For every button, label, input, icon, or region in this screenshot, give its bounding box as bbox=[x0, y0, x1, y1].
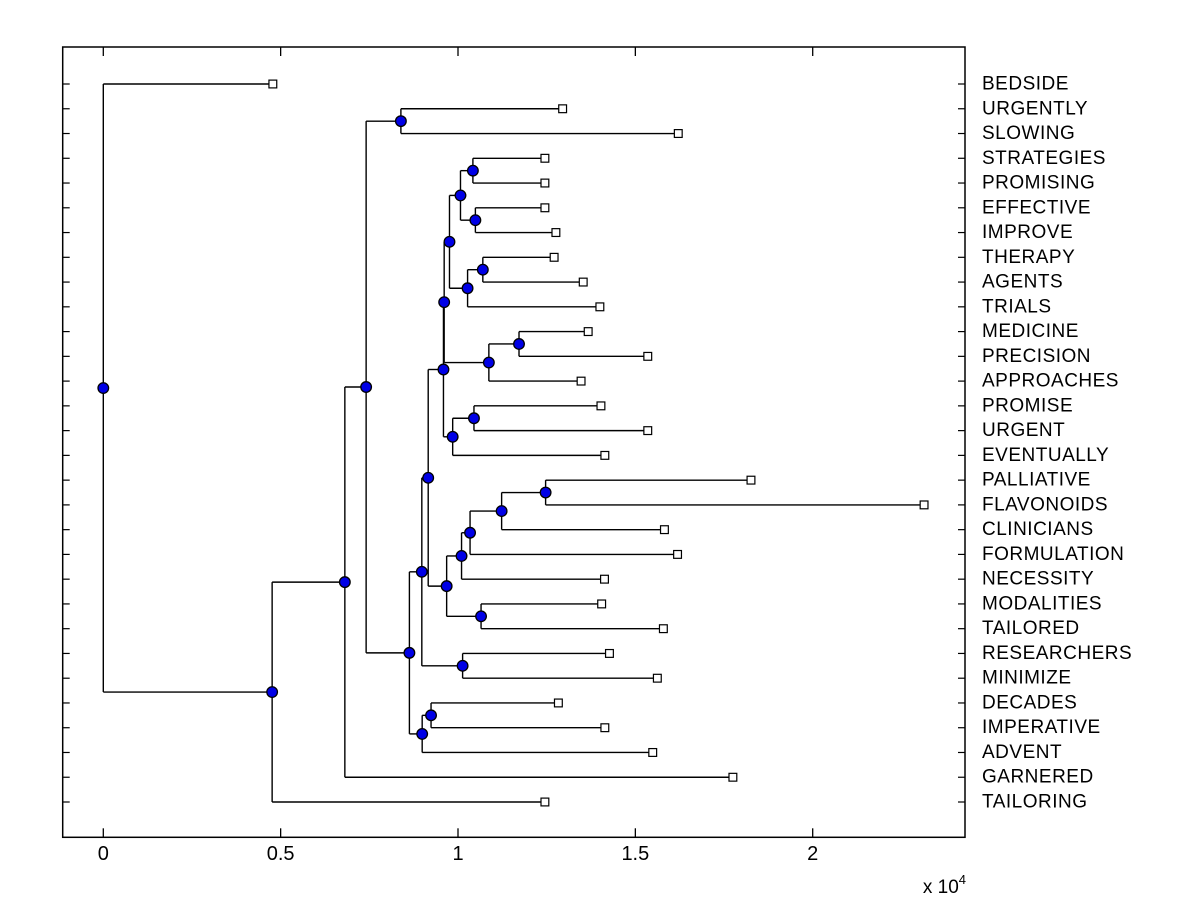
internal-node-marker bbox=[415, 565, 428, 578]
leaf-label: STRATEGIES bbox=[982, 148, 1106, 169]
internal-node-marker bbox=[476, 263, 489, 276]
internal-node-marker bbox=[440, 580, 453, 593]
internal-node-marker bbox=[456, 659, 469, 672]
leaf-marker bbox=[576, 376, 586, 386]
internal-node-marker bbox=[403, 646, 416, 659]
leaf-marker bbox=[578, 277, 588, 287]
leaf-marker bbox=[600, 723, 610, 733]
leaf-label: TAILORED bbox=[982, 618, 1080, 639]
internal-node-marker bbox=[394, 115, 407, 128]
leaf-label: GARNERED bbox=[982, 767, 1094, 788]
internal-node-marker bbox=[360, 381, 373, 393]
internal-node-marker bbox=[454, 189, 467, 202]
leaf-label: AGENTS bbox=[982, 272, 1063, 293]
leaf-marker bbox=[673, 129, 683, 139]
leaf-marker bbox=[595, 302, 605, 312]
internal-node-marker bbox=[338, 576, 351, 589]
leaf-marker bbox=[652, 673, 662, 683]
leaf-marker bbox=[673, 549, 683, 559]
leaf-label: ADVENT bbox=[982, 742, 1062, 763]
leaf-marker bbox=[746, 475, 756, 485]
leaf-label: TAILORING bbox=[982, 791, 1088, 812]
internal-node-marker bbox=[455, 550, 468, 562]
leaf-marker bbox=[600, 450, 610, 460]
leaf-marker bbox=[268, 79, 278, 89]
x-tick-label: 0 bbox=[98, 843, 109, 865]
internal-node-marker bbox=[425, 709, 437, 722]
leaf-label: PRECISION bbox=[982, 346, 1091, 367]
x-tick-label: 0.5 bbox=[267, 843, 295, 865]
leaf-marker bbox=[540, 153, 550, 163]
leaf-marker bbox=[658, 624, 668, 634]
leaf-marker bbox=[648, 747, 658, 757]
leaf-label: MEDICINE bbox=[982, 321, 1079, 342]
leaf-label: PROMISING bbox=[982, 173, 1095, 194]
leaf-label: FORMULATION bbox=[982, 544, 1124, 565]
internal-node-marker bbox=[443, 235, 456, 248]
internal-node-marker bbox=[97, 382, 110, 394]
leaf-marker bbox=[540, 203, 550, 213]
internal-node-marker bbox=[437, 363, 450, 376]
leaf-label: APPROACHES bbox=[982, 371, 1119, 392]
leaf-label: MODALITIES bbox=[982, 593, 1102, 614]
internal-node-marker bbox=[422, 471, 435, 484]
leaf-marker bbox=[597, 599, 607, 609]
leaf-label: MINIMIZE bbox=[982, 668, 1072, 689]
leaf-label: RESEARCHERS bbox=[982, 643, 1132, 664]
leaf-marker bbox=[583, 327, 593, 337]
leaf-label: TRIALS bbox=[982, 296, 1052, 317]
leaf-label: DECADES bbox=[982, 692, 1077, 713]
leaf-label: IMPERATIVE bbox=[982, 717, 1101, 738]
leaf-label: FLAVONOIDS bbox=[982, 494, 1108, 515]
leaf-marker bbox=[553, 698, 563, 708]
leaf-label: NECESSITY bbox=[982, 569, 1094, 590]
leaf-marker bbox=[919, 500, 929, 510]
internal-node-marker bbox=[266, 686, 279, 699]
leaf-label: EVENTUALLY bbox=[982, 445, 1109, 466]
leaf-marker bbox=[604, 648, 614, 658]
internal-node-marker bbox=[513, 338, 525, 350]
leaf-label: URGENT bbox=[982, 420, 1065, 441]
leaf-label: THERAPY bbox=[982, 247, 1075, 268]
leaf-label: PALLIATIVE bbox=[982, 470, 1091, 491]
internal-node-marker bbox=[461, 282, 474, 295]
leaf-marker bbox=[551, 228, 561, 238]
plot-border bbox=[61, 46, 966, 839]
leaf-marker bbox=[599, 574, 609, 584]
internal-node-marker bbox=[482, 356, 495, 369]
internal-node-marker bbox=[475, 610, 488, 623]
internal-node-marker bbox=[468, 412, 480, 425]
leaf-label: BEDSIDE bbox=[982, 74, 1069, 95]
leaf-marker bbox=[659, 525, 669, 535]
leaf-marker bbox=[728, 772, 738, 782]
leaf-label: IMPROVE bbox=[982, 222, 1073, 243]
internal-node-marker bbox=[416, 727, 429, 740]
leaf-marker bbox=[540, 178, 550, 188]
x-tick-label: 2 bbox=[807, 843, 818, 865]
internal-node-marker bbox=[469, 214, 482, 227]
x-tick-label: 1.5 bbox=[621, 843, 649, 865]
x-tick-label: 1 bbox=[452, 843, 463, 865]
internal-node-marker bbox=[446, 430, 459, 443]
leaf-marker bbox=[558, 104, 568, 114]
internal-node-marker bbox=[539, 486, 552, 499]
internal-node-marker bbox=[466, 164, 479, 177]
leaf-marker bbox=[643, 351, 653, 361]
leaf-label: URGENTLY bbox=[982, 98, 1088, 119]
internal-node-marker bbox=[464, 526, 477, 539]
leaf-label: PROMISE bbox=[982, 395, 1073, 416]
x-axis-scale-label: x 104 bbox=[923, 872, 966, 898]
leaf-marker bbox=[540, 797, 550, 807]
leaf-label: CLINICIANS bbox=[982, 519, 1094, 540]
internal-node-marker bbox=[495, 505, 508, 518]
leaf-label: EFFECTIVE bbox=[982, 197, 1091, 218]
leaf-marker bbox=[643, 426, 653, 436]
leaf-label: SLOWING bbox=[982, 123, 1075, 144]
leaf-marker bbox=[549, 252, 559, 262]
internal-node-marker bbox=[438, 296, 451, 309]
leaf-marker bbox=[596, 401, 606, 411]
